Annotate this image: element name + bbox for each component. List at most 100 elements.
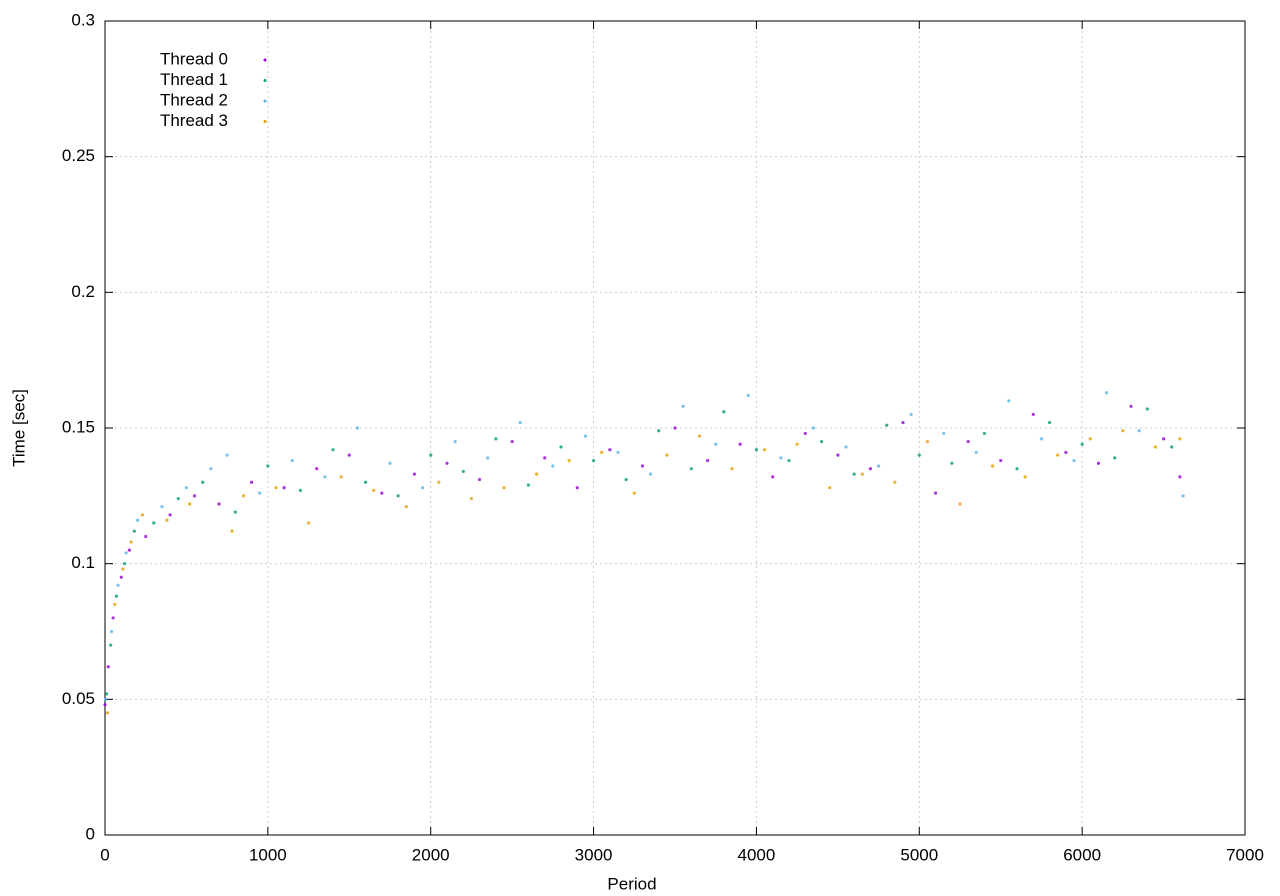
point — [184, 486, 189, 490]
y-tick-label: 0.1 — [71, 553, 95, 572]
point — [771, 475, 775, 479]
point — [632, 491, 636, 495]
y-tick-label: 0.2 — [71, 282, 95, 301]
point — [1104, 391, 1109, 395]
point — [109, 643, 113, 647]
point — [852, 472, 856, 476]
x-tick-label: 1000 — [249, 845, 287, 864]
point — [746, 393, 750, 398]
point — [844, 445, 848, 449]
point — [1031, 412, 1035, 417]
point — [355, 426, 360, 430]
point — [453, 439, 457, 444]
legend-label: Thread 3 — [160, 111, 228, 130]
point — [803, 431, 807, 436]
point — [836, 453, 840, 457]
point — [111, 616, 115, 620]
point — [258, 491, 262, 495]
point — [787, 458, 791, 463]
point — [298, 488, 303, 493]
point — [363, 480, 368, 484]
point — [144, 534, 148, 539]
point — [811, 426, 816, 430]
x-axis-label: Period — [607, 874, 656, 893]
point — [1072, 458, 1076, 463]
point — [591, 458, 596, 463]
point — [909, 412, 913, 417]
point — [510, 439, 514, 444]
point — [116, 583, 120, 587]
point — [1137, 429, 1141, 433]
point — [380, 491, 384, 495]
y-axis-label: Time [sec] — [9, 389, 28, 467]
y-tick-label: 0 — [86, 824, 95, 843]
point — [901, 420, 905, 425]
point — [437, 480, 441, 484]
point — [795, 442, 799, 446]
point — [1015, 467, 1019, 471]
point — [1047, 420, 1052, 425]
y-tick-label: 0.25 — [62, 146, 95, 165]
point — [974, 450, 978, 455]
point — [1056, 453, 1060, 457]
point — [1181, 494, 1185, 498]
point — [966, 439, 970, 444]
point — [315, 467, 319, 471]
point — [860, 472, 864, 476]
point — [209, 467, 213, 471]
point — [681, 404, 685, 408]
point — [990, 464, 995, 468]
point — [233, 510, 237, 514]
point — [404, 505, 408, 509]
point — [201, 480, 205, 484]
point — [982, 431, 987, 436]
plot-frame — [104, 20, 1246, 836]
point — [140, 513, 145, 517]
point — [999, 458, 1003, 463]
x-tick-label: 6000 — [1063, 845, 1101, 864]
point — [412, 472, 417, 476]
point — [1170, 445, 1174, 449]
y-tick-label: 0.15 — [62, 417, 95, 436]
point — [114, 594, 118, 598]
point — [876, 464, 881, 468]
point — [600, 450, 604, 455]
point — [372, 488, 376, 493]
point — [534, 472, 539, 476]
point — [819, 439, 824, 444]
point — [113, 602, 117, 606]
point — [124, 551, 128, 555]
point — [105, 711, 110, 715]
point — [868, 467, 873, 471]
point — [241, 494, 246, 498]
point — [445, 461, 449, 465]
point — [689, 467, 693, 471]
point — [502, 486, 506, 490]
x-tick-label: 7000 — [1226, 845, 1264, 864]
point — [762, 448, 767, 452]
point — [657, 429, 661, 433]
point — [266, 464, 270, 468]
point — [331, 448, 335, 452]
point — [583, 434, 588, 438]
y-tick-label: 0.3 — [71, 10, 95, 29]
point — [575, 486, 579, 490]
point — [754, 448, 759, 452]
point — [127, 548, 132, 552]
legend-swatch — [263, 58, 267, 62]
point — [1096, 461, 1101, 465]
point — [917, 453, 921, 457]
point — [1039, 437, 1044, 441]
point — [942, 431, 946, 436]
point — [347, 453, 351, 457]
point — [282, 486, 286, 490]
point — [738, 442, 742, 446]
point — [486, 456, 490, 460]
point — [648, 472, 653, 476]
legend-label: Thread 0 — [160, 49, 228, 68]
point — [152, 521, 156, 525]
point — [722, 410, 726, 414]
point — [608, 448, 612, 452]
legend-swatch — [263, 79, 267, 82]
point — [1178, 437, 1182, 441]
